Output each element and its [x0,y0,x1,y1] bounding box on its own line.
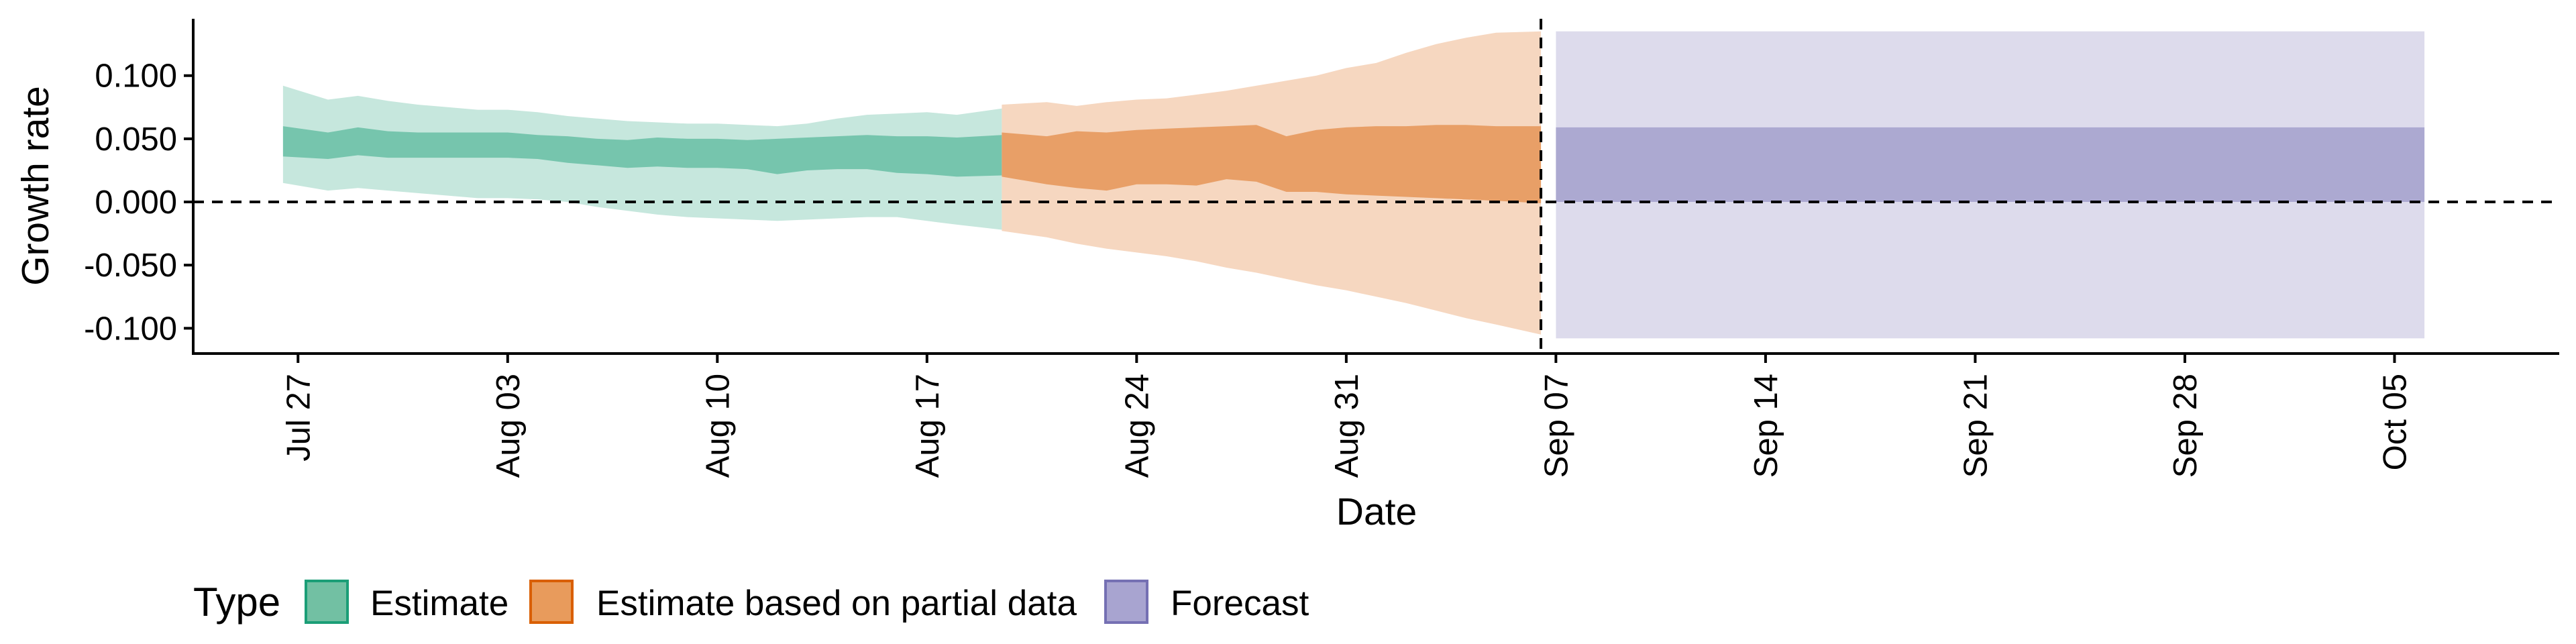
x-tick-label: Aug 17 [910,374,946,478]
legend-swatch-partial [529,580,574,624]
band-50-estimate-based-on-partial-data [1002,125,1542,203]
legend-title: Type [193,580,280,625]
legend-swatch-forecast [1104,580,1148,624]
x-tick-label: Jul 27 [280,374,317,462]
x-tick-label: Aug 24 [1119,374,1155,478]
y-tick-label: -0.050 [84,248,177,284]
x-axis-title: Date [1336,490,1417,533]
x-tick-label: Sep 21 [1957,374,1994,478]
x-tick-label: Oct 05 [2377,374,2413,470]
legend-label-estimate: Estimate [370,584,508,623]
y-tick-label: 0.000 [95,184,177,221]
x-tick-label: Sep 07 [1538,374,1574,478]
legend-swatch-estimate [305,580,349,624]
y-tick-label: 0.050 [95,121,177,158]
band-50-estimate [282,126,1002,177]
legend-label-partial: Estimate based on partial data [596,584,1077,623]
legend: Type Estimate Estimate based on partial … [193,580,1309,625]
x-tick-label: Aug 10 [700,374,736,478]
x-tick-label: Aug 03 [490,374,527,478]
series-bands [282,31,2425,339]
y-tick-label: 0.100 [95,58,177,95]
x-tick-label: Aug 31 [1329,374,1365,478]
y-axis-title: Growth rate [14,86,57,286]
y-ticks: 0.100 0.050 0.000 -0.050 -0.100 [84,58,193,347]
x-tick-label: Sep 14 [1748,374,1784,478]
x-tick-label: Sep 28 [2167,374,2204,478]
x-ticks: Jul 27 Aug 03 Aug 10 Aug 17 Aug 24 Aug 31 Sep … [280,354,2413,478]
y-tick-label: -0.100 [84,311,177,347]
band-50-forecast [1556,127,2425,202]
legend-label-forecast: Forecast [1171,584,1309,623]
